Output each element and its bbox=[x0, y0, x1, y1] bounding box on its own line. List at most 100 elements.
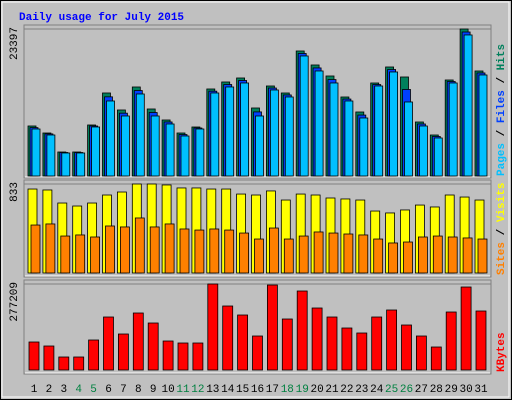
x-tick-label: 19 bbox=[296, 384, 309, 396]
bar bbox=[284, 96, 294, 177]
bar bbox=[417, 236, 428, 274]
bar bbox=[269, 89, 279, 177]
bar bbox=[252, 335, 263, 371]
x-tick-label: 16 bbox=[251, 384, 264, 396]
bar bbox=[418, 125, 428, 177]
x-tick-label: 26 bbox=[400, 384, 413, 396]
legend: Pages / Files / Hits bbox=[496, 44, 508, 176]
x-tick-label: 2 bbox=[46, 384, 53, 396]
y-tick-label: 277209 bbox=[9, 282, 21, 322]
bar bbox=[478, 74, 488, 177]
bar bbox=[386, 309, 398, 371]
bar bbox=[132, 312, 144, 371]
bar bbox=[210, 92, 220, 177]
bar bbox=[341, 327, 353, 371]
bar bbox=[237, 314, 249, 371]
bar bbox=[73, 356, 85, 371]
bar bbox=[430, 346, 442, 371]
bar bbox=[314, 70, 324, 177]
bar bbox=[343, 233, 354, 274]
bar bbox=[180, 135, 190, 177]
bar bbox=[296, 290, 308, 371]
bar bbox=[374, 85, 384, 177]
x-tick-label: 24 bbox=[370, 384, 384, 396]
bar bbox=[61, 152, 71, 177]
bar bbox=[403, 241, 413, 274]
x-tick-label: 23 bbox=[355, 384, 368, 396]
bar bbox=[463, 34, 473, 177]
bar bbox=[164, 223, 175, 274]
bar bbox=[356, 332, 368, 371]
x-tick-label: 21 bbox=[325, 384, 339, 396]
bar bbox=[177, 342, 189, 371]
legend-separator: / bbox=[496, 129, 508, 136]
x-tick-label: 13 bbox=[206, 384, 219, 396]
bar bbox=[207, 283, 219, 371]
bar bbox=[194, 229, 205, 274]
bar bbox=[359, 117, 369, 177]
bar bbox=[401, 324, 412, 371]
bar bbox=[121, 115, 130, 177]
legend-separator: / bbox=[496, 228, 508, 235]
bar bbox=[46, 134, 56, 177]
x-tick-label: 14 bbox=[221, 384, 235, 396]
bar bbox=[103, 316, 114, 371]
bar bbox=[90, 236, 100, 274]
bar bbox=[225, 86, 235, 177]
bar bbox=[31, 128, 41, 177]
legend-separator: / bbox=[496, 77, 508, 84]
bar bbox=[447, 236, 458, 274]
bar bbox=[371, 316, 383, 371]
bar bbox=[45, 223, 56, 274]
bar bbox=[60, 235, 71, 274]
bar bbox=[239, 232, 250, 274]
bar bbox=[106, 100, 115, 177]
x-tick-label: 30 bbox=[459, 384, 472, 396]
bar bbox=[135, 93, 145, 177]
bar bbox=[105, 225, 115, 274]
bar bbox=[91, 126, 100, 177]
bar bbox=[313, 231, 324, 274]
bar bbox=[195, 128, 205, 177]
bar bbox=[58, 356, 70, 371]
x-tick-label: 3 bbox=[60, 384, 67, 396]
bar bbox=[358, 234, 369, 274]
bar bbox=[76, 152, 86, 177]
chart-title: Daily usage for July 2015 bbox=[19, 12, 184, 24]
bar bbox=[266, 284, 278, 371]
bar bbox=[477, 238, 488, 274]
bar bbox=[344, 100, 354, 177]
bar bbox=[448, 82, 458, 177]
bar bbox=[149, 226, 160, 274]
y-tick-label: 833 bbox=[9, 182, 21, 202]
bar bbox=[88, 339, 99, 371]
bar bbox=[388, 242, 399, 274]
bar bbox=[30, 224, 41, 274]
bar bbox=[404, 101, 413, 177]
bar bbox=[224, 229, 235, 274]
x-tick-label: 5 bbox=[90, 384, 97, 396]
bar bbox=[134, 217, 145, 274]
legend-entry: KBytes bbox=[496, 332, 508, 372]
bar bbox=[75, 234, 86, 274]
bar bbox=[120, 226, 130, 274]
legend-entry: Sites bbox=[496, 242, 508, 275]
legend-entry: Hits bbox=[496, 44, 508, 70]
bar bbox=[150, 115, 160, 177]
bar bbox=[298, 235, 309, 274]
bar bbox=[240, 82, 250, 177]
bar bbox=[179, 228, 190, 274]
bar bbox=[475, 310, 487, 371]
bar bbox=[222, 305, 234, 371]
bar bbox=[209, 228, 220, 274]
bar bbox=[299, 55, 309, 177]
bar bbox=[329, 82, 339, 177]
bar bbox=[311, 307, 323, 371]
legend: KBytes bbox=[496, 332, 508, 372]
x-tick-label: 31 bbox=[474, 384, 488, 396]
x-tick-label: 4 bbox=[75, 384, 82, 396]
bar bbox=[415, 335, 427, 371]
x-tick-label: 6 bbox=[105, 384, 112, 396]
x-tick-label: 17 bbox=[266, 384, 279, 396]
bar bbox=[43, 345, 55, 371]
